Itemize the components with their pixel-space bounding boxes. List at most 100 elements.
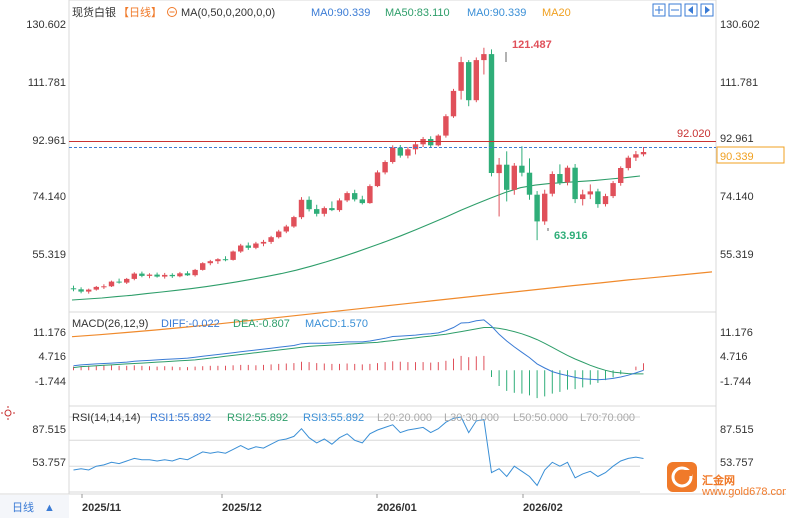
candle [640, 146, 647, 157]
macd-tick-left-1: 11.176 [33, 327, 66, 339]
candle [192, 268, 198, 277]
scroll-left-icon[interactable] [684, 3, 698, 17]
candle-body [618, 168, 624, 183]
candle-body [587, 191, 593, 195]
candle [352, 189, 358, 202]
candle [177, 271, 183, 278]
watermark-text: 汇金网 [702, 473, 735, 487]
macd-dea-line [73, 327, 644, 375]
candle [428, 136, 434, 148]
candle-body [108, 281, 115, 287]
macd-series [73, 319, 644, 399]
rsi-item-1: RSI1:55.892 [150, 412, 211, 424]
high-label: 121.487 [512, 39, 552, 51]
candle-body [336, 200, 343, 211]
candlestick-series [70, 47, 647, 294]
candle-body [572, 167, 578, 200]
ma-item-2: MA50:83.110 [385, 7, 450, 19]
candle-body [450, 90, 457, 117]
period-selector[interactable]: 日线 ▲ [0, 495, 69, 518]
candle-body [367, 186, 373, 204]
price-tick-right-5: 55.319 [720, 249, 754, 261]
candle-body [283, 226, 289, 232]
candle-body [101, 286, 107, 288]
rsi-item-5: L30:30.000 [444, 412, 499, 424]
candle-body [390, 147, 396, 162]
candle [412, 141, 419, 155]
candle-body [169, 274, 175, 277]
candle-body [306, 199, 312, 210]
price-tick-right-2: 111.781 [720, 77, 758, 89]
candle [473, 57, 479, 103]
candle-body [473, 60, 479, 101]
candle [602, 193, 609, 207]
scroll-right-icon[interactable] [700, 3, 714, 17]
ma-item-1: MA0:90.339 [311, 7, 370, 19]
ma200-line [71, 271, 713, 338]
rsi-tick-right-1: 87.515 [720, 424, 754, 436]
candle-body [139, 273, 145, 276]
candle [230, 250, 236, 261]
period-tag: 【日线】 [118, 5, 162, 19]
candle-body [230, 251, 236, 260]
candle [580, 189, 586, 206]
rsi-item-6: L50:50.000 [513, 412, 568, 424]
candle-body [397, 147, 403, 156]
rsi-series [69, 416, 644, 493]
gold678-logo: 汇金网 www.gold678.com [667, 462, 786, 498]
settings-icon[interactable] [167, 7, 177, 17]
candle [519, 146, 525, 177]
rsi-tick-left-2: 53.757 [32, 457, 66, 469]
candle-body [245, 245, 251, 248]
zoom-out-icon[interactable] [668, 3, 682, 17]
ma-item-4: MA20 [542, 7, 571, 19]
rsi-item-7: L70:70.000 [580, 412, 635, 424]
candle [344, 191, 350, 203]
candle [496, 158, 502, 217]
rsi-tick-left-1: 87.515 [32, 424, 66, 436]
candle-body [458, 62, 464, 91]
ref-line-label: 92.020 [677, 128, 711, 140]
candle [382, 160, 388, 175]
candle [595, 188, 601, 208]
candle [511, 163, 517, 195]
candle [405, 146, 411, 159]
candle-body [610, 183, 616, 197]
candle [618, 166, 624, 186]
candle [504, 151, 510, 202]
macd-diff-line [73, 319, 644, 381]
candle-body [253, 243, 259, 248]
candle-body [268, 237, 274, 242]
candle-body [466, 62, 472, 101]
candle [564, 165, 571, 186]
candle-body [488, 54, 495, 173]
candle [367, 184, 373, 204]
candle-body [481, 54, 487, 61]
price-tick-left-1: 130.602 [26, 19, 66, 31]
candle [238, 243, 244, 253]
candle-body [595, 191, 601, 205]
macd-dea: DEA:-0.807 [233, 318, 290, 330]
ma50-line [71, 175, 641, 301]
candle [245, 242, 251, 250]
candle-body [374, 172, 381, 187]
candle [542, 189, 548, 225]
sun-icon[interactable] [1, 406, 15, 420]
candle [116, 278, 122, 284]
candle-body [640, 152, 647, 155]
candle [207, 259, 213, 266]
candle [291, 215, 297, 228]
candle [139, 271, 145, 278]
price-tick-right-3: 92.961 [720, 133, 754, 145]
candle [108, 280, 115, 287]
macd-tick-right-3: -1.744 [720, 376, 751, 388]
zoom-in-icon[interactable] [652, 3, 666, 17]
candle-body [526, 172, 533, 195]
candle [200, 262, 206, 271]
macd-diff: DIFF:-0.022 [161, 318, 220, 330]
candle-body [504, 164, 510, 190]
candle [86, 288, 92, 294]
candle [488, 49, 495, 177]
candle [162, 272, 168, 279]
